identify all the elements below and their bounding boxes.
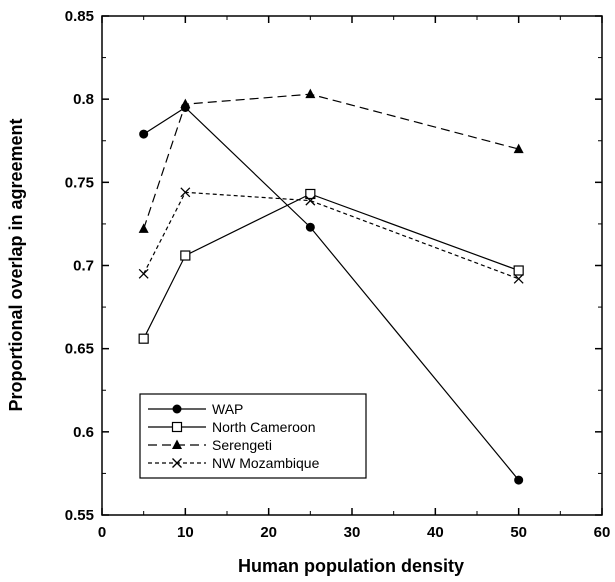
legend-swatch-marker: [171, 421, 183, 433]
series-north-cameroon: [138, 188, 524, 344]
data-point-nw-mozambique: [513, 273, 524, 284]
legend-label: North Cameroon: [212, 419, 316, 435]
legend-label: NW Mozambique: [212, 455, 320, 471]
legend-label: WAP: [212, 401, 243, 417]
series-serengeti: [138, 88, 524, 233]
series-line-wap: [143, 106, 520, 481]
x-tick-label: 10: [177, 524, 194, 541]
data-point-nw-mozambique: [305, 195, 316, 206]
legend-label: Serengeti: [212, 437, 272, 453]
data-point-wap: [514, 475, 524, 485]
data-point-nw-mozambique: [138, 268, 149, 279]
x-tick-label: 60: [594, 524, 611, 541]
y-tick-label: 0.65: [65, 341, 94, 358]
data-point-serengeti: [180, 98, 191, 109]
legend-item-serengeti: Serengeti: [148, 437, 272, 453]
legend-swatch-marker: [172, 404, 182, 414]
data-point-serengeti: [138, 223, 149, 233]
series-line-serengeti: [143, 93, 519, 230]
data-point-north-cameroon: [180, 250, 191, 261]
x-axis-title: Human population density: [238, 556, 464, 576]
legend: WAP North Cameroon Serengeti NW Mozambique: [139, 393, 367, 479]
data-point-serengeti: [305, 88, 316, 99]
x-tick-label: 40: [427, 524, 444, 541]
x-tick-label: 20: [260, 524, 277, 541]
data-point-north-cameroon: [305, 188, 316, 200]
data-point-north-cameroon: [513, 265, 524, 276]
y-tick-label: 0.55: [65, 507, 94, 524]
legend-swatch-marker: [172, 458, 182, 468]
legend-swatch-marker: [172, 439, 182, 449]
data-point-nw-mozambique: [180, 187, 191, 198]
series-line-north-cameroon: [143, 193, 519, 339]
y-tick-label: 0.6: [73, 424, 94, 441]
y-axis-title: Proportional overlap in agreement: [6, 118, 26, 411]
legend-item-north-cameroon: North Cameroon: [148, 419, 316, 435]
data-point-serengeti: [513, 143, 524, 154]
y-tick-label: 0.7: [73, 258, 94, 275]
data-point-wap: [139, 129, 149, 139]
series-line-nw-mozambique: [143, 191, 519, 280]
legend-item-wap: WAP: [148, 401, 243, 417]
legend-item-nw-mozambique: NW Mozambique: [148, 455, 320, 471]
y-tick-label: 0.85: [65, 8, 94, 25]
x-tick-label: 0: [98, 524, 106, 541]
y-tick-label: 0.8: [73, 91, 94, 108]
data-point-wap: [305, 222, 315, 232]
data-point-north-cameroon: [138, 333, 149, 344]
y-tick-label: 0.75: [65, 174, 94, 191]
x-tick-label: 50: [510, 524, 527, 541]
series-nw-mozambique: [138, 187, 524, 284]
x-tick-label: 30: [344, 524, 361, 541]
